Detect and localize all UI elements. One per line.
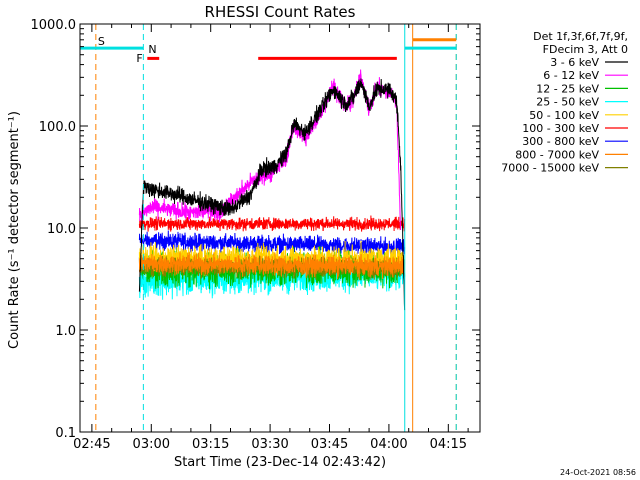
legend-header-line: Det 1f,3f,6f,7f,9f, [533,30,628,43]
series-line-0 [138,78,406,311]
legend-entry-label: 25 - 50 keV [536,96,599,109]
series-line-1 [138,69,402,231]
y-tick-label: 1.0 [55,324,76,339]
legend: Det 1f,3f,6f,7f,9f,FDecim 3, Att 03 - 6 … [501,30,628,175]
legend-entry-label: 800 - 7000 keV [515,148,599,161]
plot-area: S NF 0.1 1.0 10.0 100.0 1000.0 02:45 03:00 03:15 0… [31,18,481,452]
x-tick-label: 03:00 [133,437,170,452]
y-tick-label: 10.0 [47,222,76,237]
x-tick-label: 04:15 [430,437,467,452]
legend-header-line: FDecim 3, Att 0 [543,43,628,56]
legend-entry-label: 12 - 25 keV [536,82,599,95]
y-tick-label: 100.0 [39,120,76,135]
y-tick-label: 0.1 [55,426,76,441]
legend-entry-label: 3 - 6 keV [550,56,599,69]
x-tick-label: 03:15 [192,437,229,452]
x-tick-label: 03:45 [311,437,348,452]
legend-entry-label: 300 - 800 keV [522,135,599,148]
annotation-f: F [136,52,142,65]
series-line-6 [138,230,406,258]
y-axis-label: Count Rate (s⁻¹ detector segment⁻¹) [7,111,22,349]
y-tick-label: 1000.0 [31,18,77,33]
x-tick-label: 02:45 [73,437,110,452]
x-tick-label: 03:30 [251,437,288,452]
x-axis-label: Start Time (23-Dec-14 02:43:42) [174,455,386,470]
timestamp: 24-Oct-2021 08:56 [560,468,636,477]
annotation-n: N [148,43,156,56]
legend-entry-label: 100 - 300 keV [522,122,599,135]
series-line-7 [138,252,406,280]
chart-title: RHESSI Count Rates [205,3,356,21]
legend-entry-label: 6 - 12 keV [543,69,599,82]
annotation-s: S [98,35,105,48]
x-tick-label: 04:00 [370,437,407,452]
series-line-5 [138,215,406,232]
legend-entry-label: 50 - 100 keV [529,109,599,122]
legend-entry-label: 7000 - 15000 keV [501,162,599,175]
